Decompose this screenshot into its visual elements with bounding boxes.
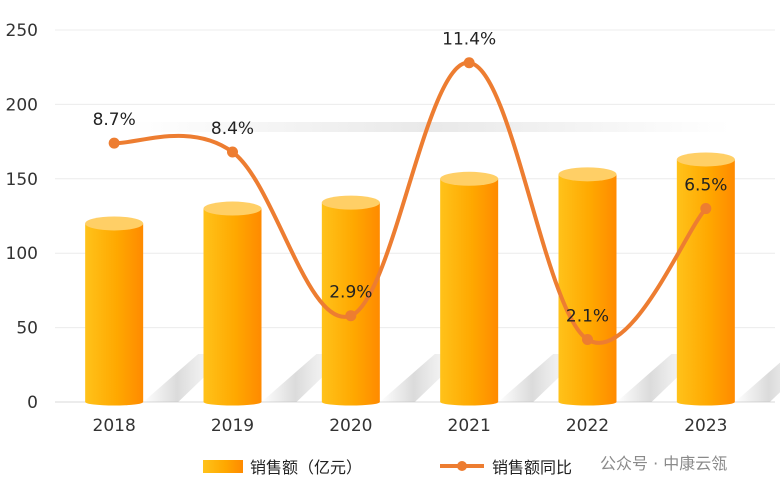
yoy-point [582,334,593,346]
legend-item-sales: 销售额（亿元） [203,458,362,477]
bar-2023 [676,152,735,406]
y-tick-label: 200 [6,95,38,115]
x-tick-label: 2020 [329,416,372,436]
x-tick-label: 2023 [684,416,727,436]
bar-top [558,167,617,182]
y-tick-label: 50 [16,319,38,339]
legend: 销售额（亿元） 销售额同比 [203,458,572,477]
bar-2021 [440,171,499,406]
yoy-data-label: 2.9% [329,283,372,303]
bar-top [321,195,380,210]
y-tick-label: 100 [6,244,38,264]
x-axis: 2018 2019 2020 2021 2022 2023 [93,416,728,436]
bar-shadow [734,362,780,402]
yoy-point [700,203,712,215]
bar-body [440,178,499,406]
bar-body [676,159,735,406]
yoy-point [345,310,357,322]
y-tick-label: 250 [6,21,38,41]
legend-label-yoy: 销售额同比 [492,458,572,477]
yoy-data-label: 11.4% [442,30,496,50]
x-tick-label: 2022 [566,416,609,436]
line-shadow-band [130,122,730,132]
yoy-data-label: 6.5% [684,176,727,196]
gridlines [55,29,775,403]
bar-top [203,201,262,216]
bar-top [85,216,144,231]
bar-2020 [321,195,380,406]
legend-swatch-bar [203,460,243,473]
x-tick-label: 2019 [211,416,254,436]
bar-series [85,152,735,406]
bar-body [85,223,144,406]
bar-body [203,208,262,406]
yoy-data-label: 8.7% [93,110,136,130]
watermark-text: 公众号 · 中康云瓴 [600,454,727,473]
legend-item-yoy: 销售额同比 [440,458,572,477]
y-tick-label: 150 [6,170,38,190]
x-tick-label: 2018 [93,416,136,436]
yoy-data-label: 8.4% [211,119,254,139]
bar-body [321,202,380,406]
y-tick-label: 0 [27,393,38,413]
y-axis: 0 50 100 150 200 250 [6,21,38,413]
legend-swatch-point [457,461,467,471]
yoy-point [227,146,238,158]
yoy-point [463,57,475,69]
legend-label-sales: 销售额（亿元） [250,458,362,477]
bar-body [558,174,617,406]
yoy-point [108,137,120,149]
bar-top [440,171,499,186]
yoy-data-label: 2.1% [566,307,609,327]
line-series: 8.7% 8.4% 2.9% 11.4% 2.1% 6.5% [93,30,727,346]
bar-2018 [85,216,144,406]
bar-top [676,152,735,167]
bar-2019 [203,201,262,406]
x-tick-label: 2021 [448,416,491,436]
bar-2022 [558,167,617,406]
